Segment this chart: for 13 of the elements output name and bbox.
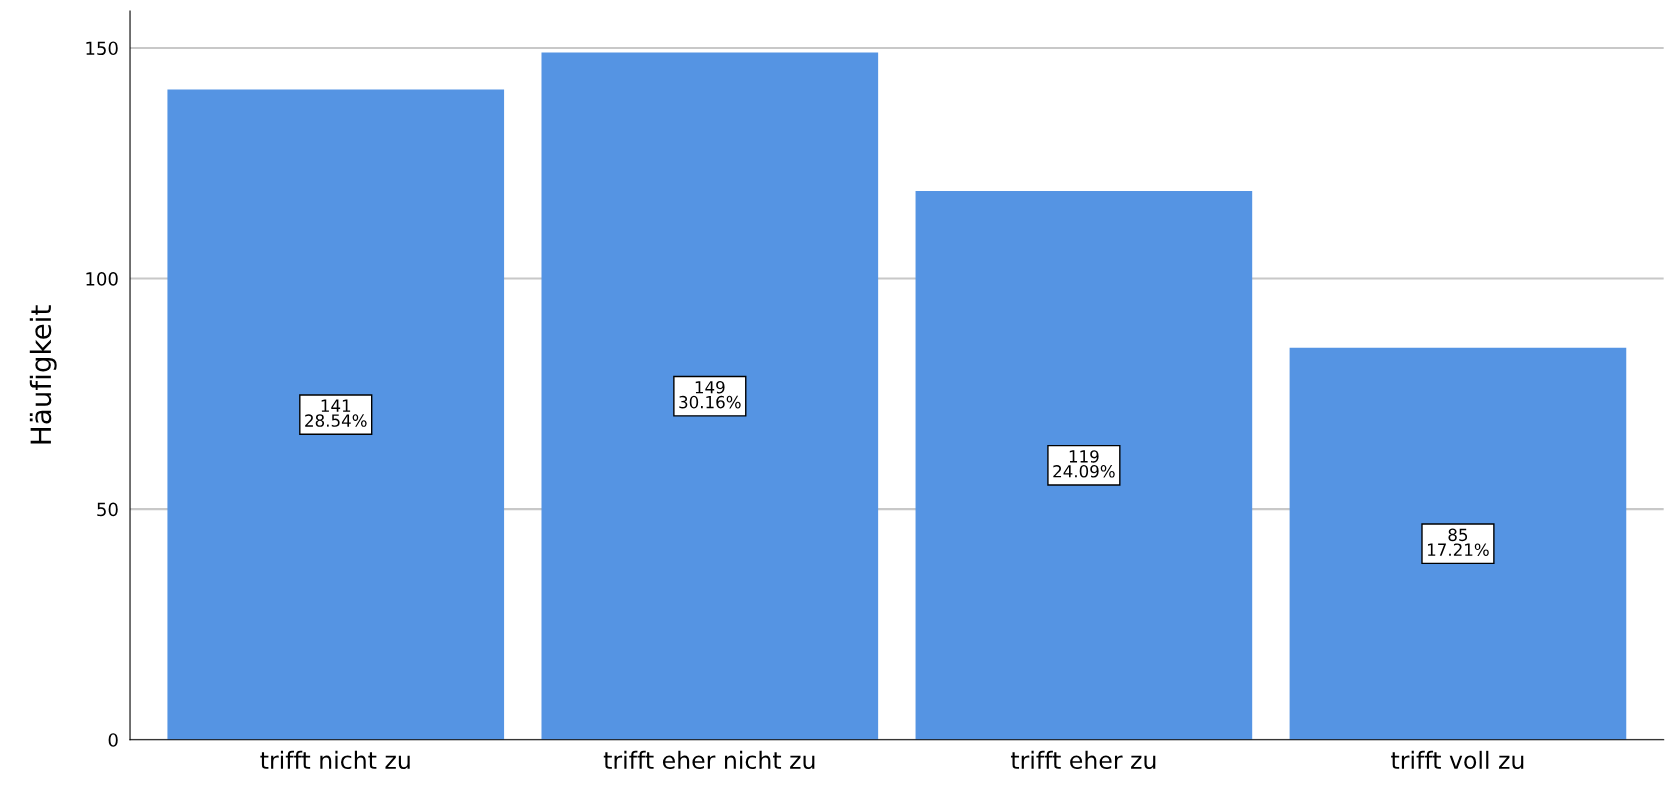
data-label: 85 17.21% <box>1427 528 1489 556</box>
data-label: 119 24.09% <box>1053 450 1115 478</box>
y-tick-label: 100 <box>86 272 118 286</box>
y-tick-label: 50 <box>97 502 118 517</box>
x-tick-label: trifft voll zu <box>1391 750 1524 770</box>
data-label: 141 28.54% <box>305 399 367 427</box>
x-tick-label: trifft eher nicht zu <box>603 750 815 770</box>
y-axis-title: Häufigkeit <box>29 305 57 444</box>
x-tick-label: trifft nicht zu <box>260 750 410 770</box>
y-tick-label: 150 <box>86 41 118 56</box>
y-tick-label: 0 <box>108 733 118 747</box>
data-label: 149 30.16% <box>679 380 741 409</box>
x-tick-label: trifft eher zu <box>1010 750 1156 770</box>
